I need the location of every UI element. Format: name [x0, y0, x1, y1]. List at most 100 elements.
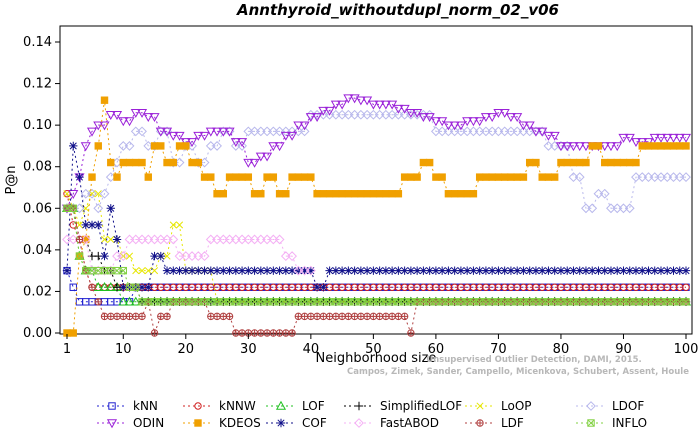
data-point [70, 330, 76, 336]
data-point [283, 330, 289, 336]
data-point [94, 221, 102, 229]
data-point [133, 313, 139, 319]
data-point [101, 313, 107, 319]
data-point [345, 191, 351, 197]
data-point [333, 313, 339, 319]
y-tick-label: 0.08 [23, 160, 52, 175]
data-point [614, 159, 620, 165]
legend-label: INFLO [612, 416, 647, 430]
data-point [652, 143, 658, 149]
data-point [408, 174, 414, 180]
data-point [108, 299, 114, 305]
data-point [351, 313, 357, 319]
data-point [608, 159, 614, 165]
data-point [108, 313, 114, 319]
data-point [314, 191, 320, 197]
series-layer [63, 95, 690, 336]
data-point [664, 143, 670, 149]
data-point [114, 313, 120, 319]
chart-canvas: Annthyroid_withoutdupl_norm_02_v06 1 10 20… [0, 0, 699, 434]
data-point [164, 159, 170, 165]
data-point [383, 313, 389, 319]
data-point [395, 313, 401, 319]
x-tick-label: 10 [115, 342, 132, 357]
data-point [351, 191, 357, 197]
data-point [233, 174, 239, 180]
data-point [270, 330, 276, 336]
data-point [320, 191, 326, 197]
data-point [514, 174, 520, 180]
legend-item-COF: COF [266, 416, 327, 430]
legend-marker [477, 420, 483, 426]
legend-item-FastABOD: FastABOD [344, 416, 439, 430]
data-point [458, 191, 464, 197]
data-point [339, 191, 345, 197]
data-point [133, 267, 139, 273]
data-point [120, 159, 126, 165]
data-point [95, 299, 101, 305]
data-point [251, 191, 257, 197]
legend-marker [277, 419, 285, 427]
data-point [289, 174, 295, 180]
data-point [207, 142, 215, 150]
data-point [158, 143, 164, 149]
data-point [589, 143, 595, 149]
legend-label: LDF [501, 416, 524, 430]
data-point [383, 191, 389, 197]
credit-line-1: Unsupervised Outlier Detection, DAMI, 20… [426, 355, 642, 365]
data-point [520, 174, 526, 180]
legend-item-kNN: kNN [97, 399, 158, 413]
data-point [495, 174, 501, 180]
data-point [108, 159, 114, 165]
data-point [426, 159, 432, 165]
data-point [501, 174, 507, 180]
data-point [132, 127, 140, 135]
data-point [401, 313, 407, 319]
legend-item-LoOP: LoOP [465, 399, 532, 413]
data-point [508, 174, 514, 180]
series-COF [63, 142, 690, 292]
data-point [670, 143, 676, 149]
y-axis-title: P@n [4, 165, 19, 194]
data-point [264, 330, 270, 336]
data-point [195, 159, 201, 165]
data-point [158, 313, 164, 319]
data-point [139, 313, 145, 319]
data-point [101, 97, 107, 103]
data-point [264, 174, 270, 180]
data-point [358, 313, 364, 319]
data-point [639, 143, 645, 149]
data-point [602, 159, 608, 165]
data-point [107, 204, 115, 212]
data-point [301, 313, 307, 319]
legend-label: FastABOD [380, 416, 439, 430]
data-point [308, 174, 314, 180]
legend-label: LoOP [501, 399, 532, 413]
data-point [289, 330, 295, 336]
data-point [620, 159, 626, 165]
legend-item-LDF: LDF [465, 416, 524, 430]
data-point [558, 159, 564, 165]
legend-marker [477, 403, 483, 409]
data-point [144, 283, 152, 291]
data-point [633, 159, 639, 165]
data-point [295, 313, 301, 319]
data-point [439, 174, 445, 180]
y-tick-label: 0.02 [23, 284, 52, 299]
legend-item-INFLO: INFLO [576, 416, 647, 430]
data-point [214, 191, 220, 197]
data-point [370, 191, 376, 197]
data-point [258, 330, 264, 336]
legend-label: kNN [133, 399, 158, 413]
y-tick-label: 0.06 [23, 201, 52, 216]
data-point [533, 159, 539, 165]
data-point [63, 266, 71, 274]
legend-label: KDEOS [219, 416, 261, 430]
legend-item-kNNW: kNNW [183, 399, 256, 413]
data-point [125, 235, 133, 243]
data-point [239, 330, 245, 336]
data-point [233, 330, 239, 336]
data-point [389, 191, 395, 197]
data-point [157, 252, 165, 260]
data-point [176, 143, 182, 149]
